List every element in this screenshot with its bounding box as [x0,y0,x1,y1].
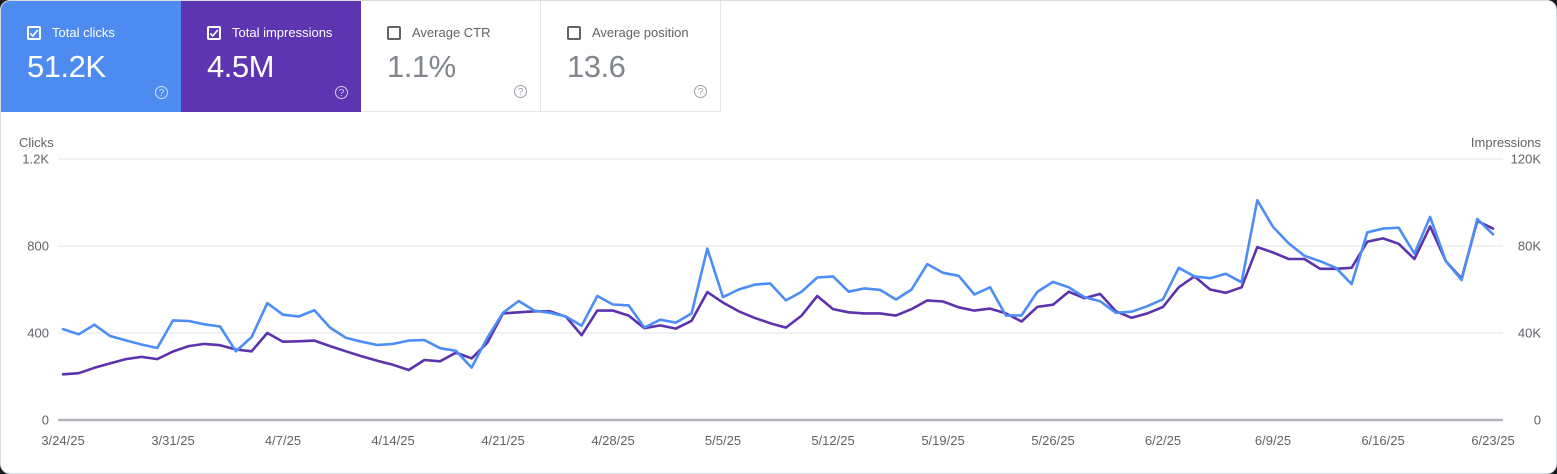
left-axis-tick-label: 1.2K [22,152,49,167]
left-axis-tick-label: 800 [27,239,49,254]
right-axis-tick-label: 120K [1511,152,1542,167]
right-axis-title: Impressions [1471,135,1542,150]
card-header: Total clicks [27,25,181,40]
checkmark-icon [209,29,219,37]
metric-cards: Total clicks 51.2K ? Total impressions 4… [1,1,721,112]
help-icon[interactable]: ? [335,86,348,99]
average-position-checkbox[interactable] [567,25,581,40]
x-axis-tick-label: 4/21/25 [481,433,524,448]
help-icon[interactable]: ? [155,86,168,99]
x-axis-tick-label: 3/24/25 [41,433,84,448]
x-axis-tick-label: 4/7/25 [265,433,301,448]
right-axis-tick-label: 80K [1518,239,1541,254]
x-axis-tick-label: 6/9/25 [1255,433,1291,448]
help-icon[interactable]: ? [694,85,707,98]
card-header: Average position [567,25,720,40]
metric-card-total-clicks[interactable]: Total clicks 51.2K ? [1,1,181,112]
right-axis-tick-label: 0 [1534,413,1541,428]
total-clicks-checkbox[interactable] [27,25,41,40]
x-axis-tick-label: 5/26/25 [1031,433,1074,448]
x-axis-tick-label: 3/31/25 [151,433,194,448]
help-icon[interactable]: ? [514,85,527,98]
metric-card-label: Average CTR [412,25,491,40]
checkmark-icon [29,29,39,37]
clicks-line [61,199,1495,369]
metric-card-value: 51.2K [27,49,106,84]
x-axis-tick-label: 5/5/25 [705,433,741,448]
metric-card-total-impressions[interactable]: Total impressions 4.5M ? [181,1,361,112]
average-ctr-checkbox[interactable] [387,25,401,40]
metric-card-average-position[interactable]: Average position 13.6 ? [541,1,721,112]
metric-card-value: 1.1% [387,49,456,84]
card-header: Average CTR [387,25,540,40]
total-impressions-checkbox[interactable] [207,25,221,40]
metric-card-value: 13.6 [567,49,626,84]
x-axis-tick-label: 5/12/25 [811,433,854,448]
right-axis-tick-label: 40K [1518,326,1541,341]
x-axis-tick-label: 4/14/25 [371,433,414,448]
metric-card-label: Average position [592,25,689,40]
metric-card-value: 4.5M [207,49,274,84]
card-header: Total impressions [207,25,361,40]
metric-card-label: Total impressions [232,25,333,40]
metric-card-label: Total clicks [52,25,115,40]
impressions-line [61,219,1495,376]
x-axis-tick-label: 6/23/25 [1471,433,1514,448]
left-axis-tick-label: 400 [27,326,49,341]
x-axis-tick-label: 4/28/25 [591,433,634,448]
x-axis-tick-label: 5/19/25 [921,433,964,448]
left-axis-tick-label: 0 [42,413,49,428]
metric-card-average-ctr[interactable]: Average CTR 1.1% ? [361,1,541,112]
left-axis-title: Clicks [19,135,54,150]
x-axis-tick-label: 6/2/25 [1145,433,1181,448]
x-axis-tick-label: 6/16/25 [1361,433,1404,448]
